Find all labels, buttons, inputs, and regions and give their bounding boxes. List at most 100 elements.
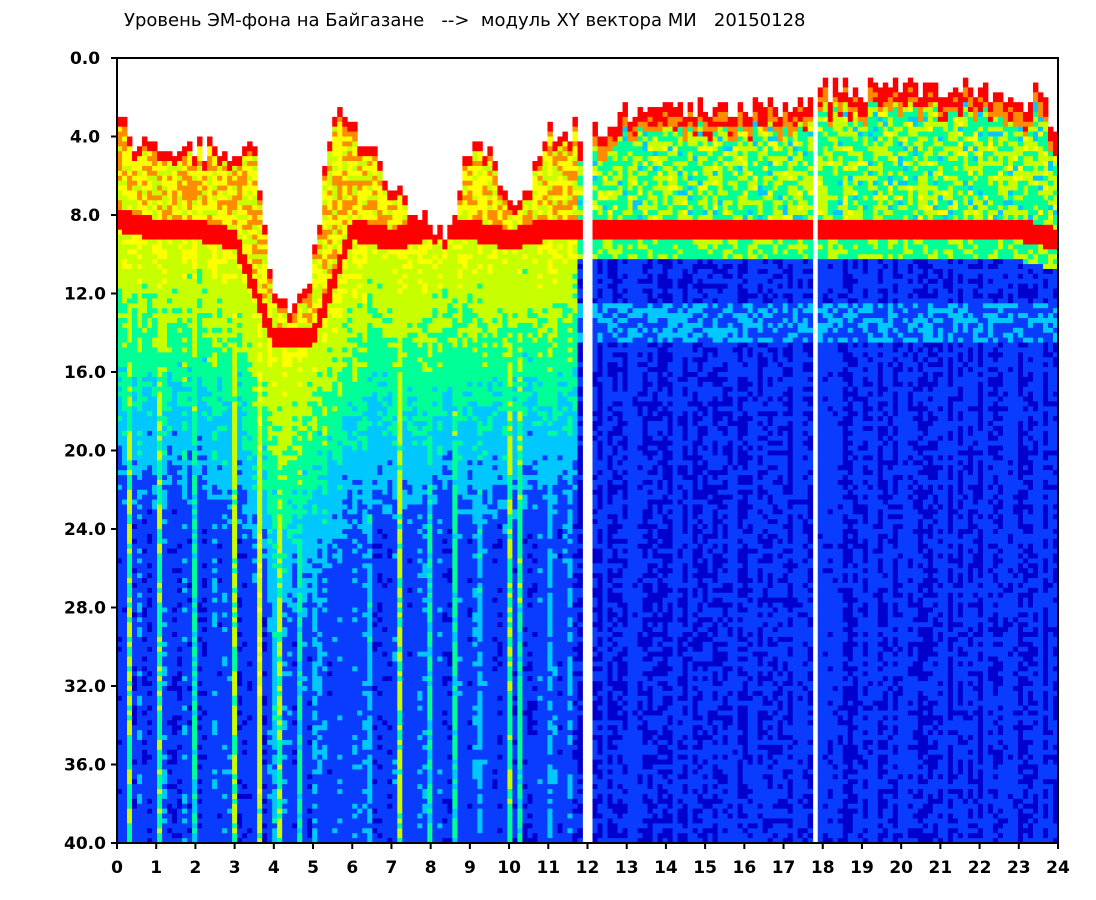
heatmap-cell bbox=[152, 544, 157, 549]
heatmap-cell bbox=[142, 534, 147, 539]
heatmap-cell bbox=[152, 735, 157, 740]
heatmap-cell bbox=[282, 318, 287, 323]
heatmap-cell bbox=[142, 338, 147, 343]
heatmap-cell bbox=[177, 799, 182, 804]
heatmap-cell bbox=[237, 264, 242, 269]
heatmap-cell bbox=[157, 818, 162, 823]
heatmap-cell bbox=[222, 392, 227, 397]
heatmap-cell bbox=[272, 632, 277, 637]
heatmap-cell bbox=[162, 382, 167, 387]
heatmap-cell bbox=[137, 647, 142, 652]
heatmap-cell bbox=[132, 666, 137, 671]
heatmap-cell bbox=[282, 524, 287, 529]
heatmap-cell bbox=[202, 622, 207, 627]
heatmap-cell bbox=[237, 735, 242, 740]
heatmap-cell bbox=[292, 490, 297, 495]
heatmap-cell bbox=[217, 617, 222, 622]
heatmap-cell bbox=[187, 249, 192, 254]
heatmap-cell bbox=[232, 696, 237, 701]
heatmap-cell bbox=[272, 784, 277, 789]
heatmap-cell bbox=[202, 657, 207, 662]
heatmap-cell bbox=[137, 190, 142, 195]
heatmap-cell bbox=[227, 725, 232, 730]
heatmap-cell bbox=[287, 372, 292, 377]
heatmap-cell bbox=[142, 563, 147, 568]
heatmap-cell bbox=[172, 205, 177, 210]
heatmap-cell bbox=[287, 519, 292, 524]
heatmap-cell bbox=[242, 799, 247, 804]
heatmap-cell bbox=[277, 534, 282, 539]
heatmap-cell bbox=[282, 338, 287, 343]
heatmap-cell bbox=[232, 308, 237, 313]
heatmap-cell bbox=[202, 215, 207, 220]
heatmap-cell bbox=[182, 156, 187, 161]
heatmap-cell bbox=[187, 725, 192, 730]
heatmap-cell bbox=[242, 814, 247, 819]
heatmap-cell bbox=[142, 352, 147, 357]
heatmap-cell bbox=[147, 519, 152, 524]
heatmap-cell bbox=[257, 784, 262, 789]
heatmap-cell bbox=[162, 490, 167, 495]
heatmap-cell bbox=[177, 382, 182, 387]
heatmap-cell bbox=[127, 146, 132, 151]
heatmap-cell bbox=[142, 475, 147, 480]
heatmap-cell bbox=[142, 347, 147, 352]
heatmap-cell bbox=[222, 401, 227, 406]
heatmap-cell bbox=[297, 338, 302, 343]
heatmap-cell bbox=[252, 666, 257, 671]
heatmap-cell bbox=[202, 416, 207, 421]
heatmap-cell bbox=[137, 377, 142, 382]
heatmap-cell bbox=[282, 392, 287, 397]
heatmap-cell bbox=[222, 313, 227, 318]
heatmap-cell bbox=[197, 426, 202, 431]
heatmap-cell bbox=[242, 298, 247, 303]
heatmap-cell bbox=[147, 431, 152, 436]
heatmap-cell bbox=[152, 755, 157, 760]
heatmap-cell bbox=[147, 387, 152, 392]
heatmap-cell bbox=[187, 818, 192, 823]
heatmap-cell bbox=[272, 696, 277, 701]
heatmap-cell bbox=[137, 706, 142, 711]
heatmap-cell bbox=[252, 524, 257, 529]
heatmap-cell bbox=[207, 210, 212, 215]
heatmap-cell bbox=[122, 343, 127, 348]
heatmap-cell bbox=[177, 652, 182, 657]
heatmap-cell bbox=[127, 534, 132, 539]
heatmap-cell bbox=[132, 750, 137, 755]
heatmap-cell bbox=[257, 504, 262, 509]
heatmap-cell bbox=[122, 529, 127, 534]
heatmap-cell bbox=[292, 720, 297, 725]
heatmap-cell bbox=[262, 603, 267, 608]
heatmap-cell bbox=[247, 760, 252, 765]
heatmap-cell bbox=[167, 156, 172, 161]
heatmap-cell bbox=[147, 279, 152, 284]
heatmap-cell bbox=[232, 406, 237, 411]
heatmap-cell bbox=[222, 367, 227, 372]
heatmap-cell bbox=[272, 706, 277, 711]
heatmap-cell bbox=[212, 436, 217, 441]
heatmap-cell bbox=[142, 632, 147, 637]
heatmap-cell bbox=[122, 279, 127, 284]
heatmap-cell bbox=[212, 818, 217, 823]
heatmap-cell bbox=[222, 215, 227, 220]
heatmap-cell bbox=[247, 318, 252, 323]
heatmap-cell bbox=[182, 377, 187, 382]
heatmap-cell bbox=[297, 720, 302, 725]
heatmap-cell bbox=[272, 598, 277, 603]
heatmap-cell bbox=[192, 347, 197, 352]
heatmap-cell bbox=[202, 534, 207, 539]
heatmap-cell bbox=[247, 240, 252, 245]
heatmap-cell bbox=[247, 706, 252, 711]
heatmap-cell bbox=[192, 465, 197, 470]
heatmap-cell bbox=[252, 303, 257, 308]
heatmap-cell bbox=[257, 804, 262, 809]
heatmap-cell bbox=[267, 666, 272, 671]
heatmap-cell bbox=[282, 804, 287, 809]
heatmap-cell bbox=[202, 284, 207, 289]
heatmap-cell bbox=[237, 578, 242, 583]
heatmap-cell bbox=[232, 166, 237, 171]
heatmap-cell bbox=[172, 303, 177, 308]
heatmap-cell bbox=[207, 372, 212, 377]
heatmap-cell bbox=[122, 426, 127, 431]
heatmap-cell bbox=[122, 490, 127, 495]
